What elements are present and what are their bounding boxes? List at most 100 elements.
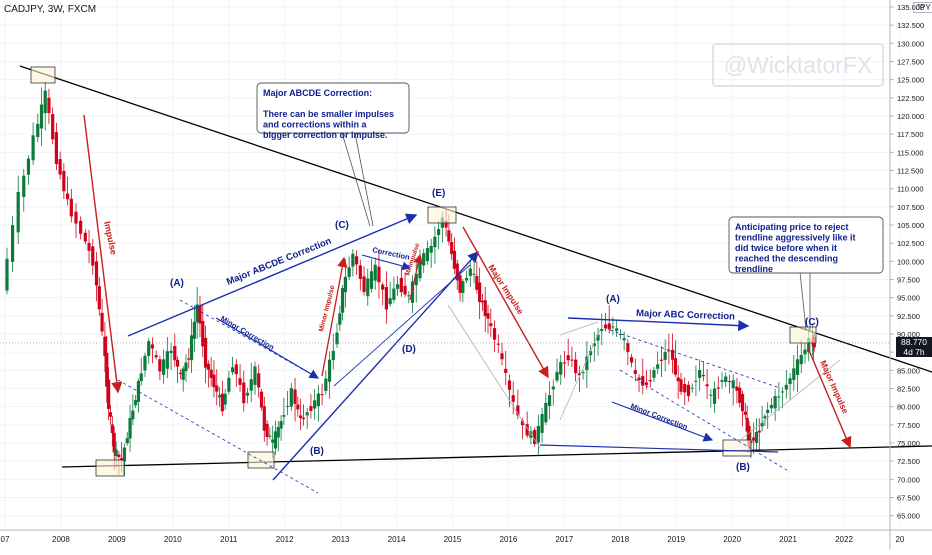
candle-body [259, 391, 264, 408]
wave-label-c1: (C) [335, 220, 349, 231]
candle-body [201, 320, 205, 347]
candle-body [238, 378, 242, 385]
candle-body [79, 220, 83, 234]
candle-body [335, 332, 339, 345]
price-tick-label: 97.500 [897, 276, 920, 285]
major-abc-arrow [567, 317, 750, 332]
candle-body [777, 396, 781, 398]
highlight-box [30, 66, 56, 84]
price-axis[interactable]: 65.000 67.500 70.000 72.500 75.000 77.500 80.0… [889, 0, 924, 550]
candle-body [738, 387, 742, 403]
candle-body [242, 382, 246, 404]
candle-body [139, 373, 143, 382]
candle-body [162, 359, 166, 375]
candle-body [622, 338, 626, 341]
correction-callout-line: and corrections within a [263, 120, 368, 130]
wave-label-b2: (B) [736, 462, 750, 473]
candle-body [720, 380, 724, 382]
guide-line [739, 359, 841, 441]
candle-body [358, 265, 362, 279]
candle-body [663, 352, 667, 360]
candle-body [483, 300, 487, 316]
candle-body [683, 383, 687, 393]
candle-body [189, 335, 194, 361]
candle-body [110, 424, 114, 434]
candle-body [468, 268, 472, 276]
candle-body [305, 412, 309, 416]
price-tick-label: 125.000 [897, 76, 924, 85]
candle-body [282, 415, 286, 417]
candle-body [120, 458, 124, 461]
candle-body [97, 286, 101, 310]
price-tick-label: 110.000 [897, 185, 924, 194]
candle-body [107, 379, 111, 409]
time-tick-label: 2010 [164, 535, 182, 544]
candle-body [392, 288, 396, 300]
price-tick-label: 135.000 [897, 3, 924, 12]
wave-label-e: (E) [432, 188, 445, 199]
candle-body [327, 359, 332, 382]
candle-body [268, 435, 272, 437]
candle-body [273, 431, 278, 449]
anticipating-callout-line: Anticipating price to reject [735, 222, 849, 232]
candle-body [743, 411, 747, 415]
candle-body [31, 135, 35, 161]
candle-body [316, 393, 320, 407]
candle-body [418, 257, 422, 279]
mi-impulse-arrow [409, 253, 423, 301]
candle-body [209, 369, 213, 379]
candle-body [362, 276, 366, 292]
candle-body [458, 275, 462, 293]
candle-body [192, 321, 196, 339]
candle-body [496, 343, 500, 345]
candle-body [626, 343, 630, 352]
candle-body [91, 246, 95, 266]
candle-body [472, 273, 476, 275]
candle-body [399, 277, 403, 293]
candle-body [257, 373, 261, 388]
wave-d-line-2 [333, 264, 471, 387]
highlight-box [789, 326, 817, 344]
candle-body [94, 261, 99, 286]
candle-body [652, 370, 656, 378]
candle-body [112, 432, 116, 453]
time-axis[interactable]: 07 2008 2009 2010 2011 2012 2013 2014 2015 2016 20… [0, 529, 932, 544]
candle-body [381, 284, 385, 290]
candle-body [227, 377, 231, 392]
candle-body [293, 389, 297, 404]
anticipating-callout-box [728, 216, 884, 274]
candle-body [735, 386, 739, 391]
candle-body [792, 368, 796, 381]
candle-body [320, 394, 324, 396]
time-tick-label: 2015 [444, 535, 462, 544]
price-tick-label: 85.000 [897, 366, 920, 375]
candle-body [22, 175, 26, 197]
candle-body [285, 405, 290, 407]
candle-body [607, 323, 611, 330]
candle-body [799, 354, 803, 365]
candle-body [234, 364, 238, 375]
candle-body [760, 422, 764, 427]
candle-body [195, 304, 199, 323]
candle-body [262, 406, 266, 431]
candle-body [410, 281, 415, 303]
candle-body [175, 359, 180, 367]
candle-body [480, 300, 485, 303]
candle-body [134, 400, 138, 406]
candle-body [117, 454, 121, 457]
candle-body [354, 256, 359, 265]
candle-body [136, 380, 141, 402]
highlight-box [247, 451, 275, 469]
candle-body [341, 288, 345, 313]
time-tick-label: 2008 [52, 535, 70, 544]
candle-body [629, 357, 634, 363]
callout-pointer-2 [354, 132, 374, 227]
time-tick-label: 2016 [500, 535, 518, 544]
candle-body [492, 328, 497, 340]
candle-body [489, 323, 493, 327]
candle-body [215, 385, 219, 392]
candle-body [74, 211, 78, 224]
price-tick-label: 130.000 [897, 39, 924, 48]
